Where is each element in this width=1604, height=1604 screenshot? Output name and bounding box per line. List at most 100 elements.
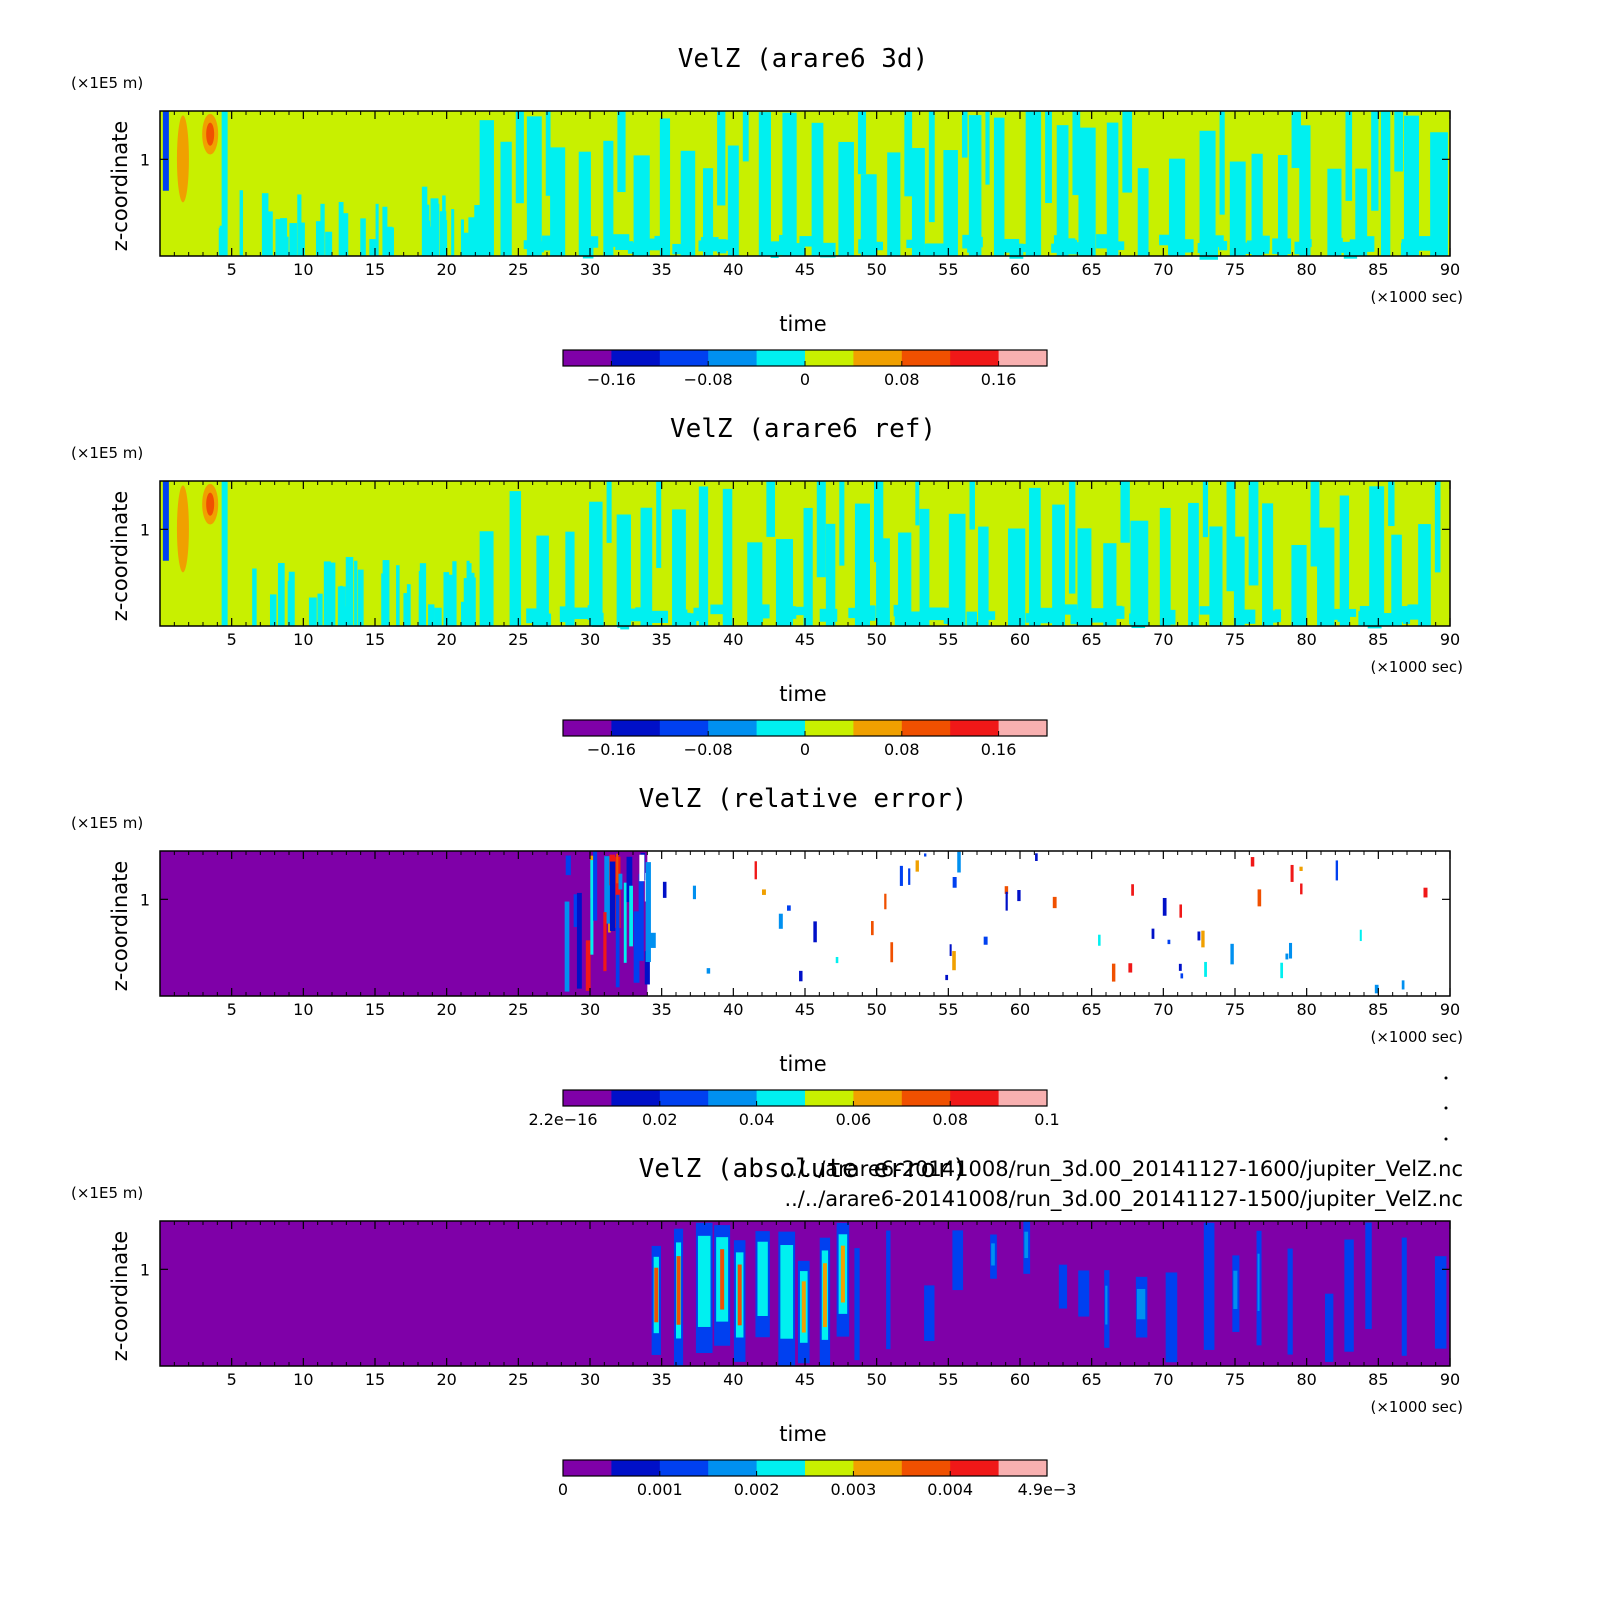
y-unit-label: (×1E5 m) bbox=[71, 1184, 143, 1202]
heatmap-cell bbox=[627, 242, 648, 254]
heatmap-cell bbox=[278, 609, 283, 626]
colorbar-tick-label: 0.08 bbox=[884, 370, 920, 389]
colorbar-tick-label: 0.16 bbox=[981, 740, 1017, 759]
heatmap-cell bbox=[176, 115, 189, 203]
heatmap-cell bbox=[617, 111, 626, 193]
heatmap-cell bbox=[1072, 111, 1081, 196]
heatmap-cell bbox=[839, 481, 845, 566]
heatmap-cell bbox=[1345, 111, 1353, 201]
heatmap-cell bbox=[1371, 111, 1379, 211]
heatmap-cell bbox=[591, 612, 604, 627]
x-tick-label: 65 bbox=[1081, 1000, 1101, 1019]
heatmap-cell bbox=[1111, 963, 1116, 982]
x-tick-label: 50 bbox=[866, 1000, 886, 1019]
y-tick-label: 1 bbox=[140, 1260, 150, 1279]
colorbar-swatch bbox=[659, 1090, 709, 1106]
x-tick-label: 90 bbox=[1440, 630, 1460, 649]
heatmap-cell bbox=[616, 853, 619, 884]
heatmap-cell bbox=[633, 155, 650, 256]
heatmap-cell bbox=[617, 613, 627, 628]
heatmap-cell bbox=[434, 607, 442, 626]
heatmap-cell bbox=[1017, 890, 1021, 902]
x-tick-label: 75 bbox=[1225, 1370, 1245, 1389]
heatmap-cell bbox=[991, 1243, 995, 1266]
heatmap-cell bbox=[523, 240, 536, 250]
y-tick-label: 1 bbox=[140, 890, 150, 909]
colorbar-swatch bbox=[611, 1460, 661, 1476]
heatmap-cell bbox=[993, 117, 1005, 256]
x-tick-label: 70 bbox=[1153, 260, 1173, 279]
heatmap-cell bbox=[1418, 524, 1431, 626]
x-tick-label: 40 bbox=[723, 1000, 743, 1019]
heatmap-cell bbox=[341, 601, 345, 626]
colorbar-tick-label: −0.08 bbox=[684, 740, 733, 759]
y-axis-label: z-coordinate bbox=[108, 1231, 132, 1362]
heatmap-cell bbox=[1423, 887, 1428, 898]
heatmap-cell bbox=[1434, 1256, 1447, 1349]
heatmap-cell bbox=[323, 561, 332, 626]
x-tick-label: 45 bbox=[795, 260, 815, 279]
heatmap-cell bbox=[1025, 111, 1042, 256]
heatmap-cell bbox=[915, 860, 919, 872]
heatmap-cell bbox=[1403, 115, 1419, 257]
colorbar-swatch bbox=[853, 1460, 903, 1476]
heatmap-cell bbox=[1288, 942, 1293, 959]
heatmap-cell bbox=[782, 112, 797, 256]
heatmap-cell bbox=[698, 486, 709, 626]
x-tick-label: 65 bbox=[1081, 260, 1101, 279]
heatmap-cell bbox=[1270, 610, 1278, 623]
heatmap-cell bbox=[870, 921, 874, 936]
heatmap-cell bbox=[452, 561, 457, 626]
x-tick-label: 85 bbox=[1368, 260, 1388, 279]
heatmap-cell bbox=[1199, 130, 1216, 256]
x-unit-label: (×1000 sec) bbox=[1370, 1398, 1463, 1416]
heatmap-cell bbox=[1096, 234, 1114, 249]
heatmap-cell bbox=[447, 613, 451, 626]
panel-velz-ref: VelZ (arare6 ref)5 10 15 20 25 30 35 40 45 50 55 60… bbox=[71, 414, 1463, 759]
colorbar-swatch bbox=[805, 720, 854, 736]
heatmap-cell bbox=[369, 239, 376, 256]
heatmap-cell bbox=[1229, 161, 1246, 256]
heatmap-cell bbox=[289, 223, 297, 256]
colorbar-swatch bbox=[611, 1090, 661, 1106]
heatmap-cell bbox=[1045, 111, 1052, 204]
colorbar-swatch bbox=[805, 350, 854, 366]
colorbar-swatch bbox=[950, 1460, 1000, 1476]
heatmap-cell bbox=[1212, 235, 1224, 248]
heatmap-cell bbox=[692, 885, 696, 900]
heatmap-cell bbox=[928, 111, 935, 223]
colorbar: 2.2e−16 0.02 0.04 0.06 0.08 0.1 bbox=[528, 1089, 1060, 1129]
panel-velz-relative-error: VelZ (relative error) 5 10 15 20 25 30 35 40 45 50… bbox=[71, 784, 1463, 1129]
heatmap-cell bbox=[1333, 237, 1343, 253]
x-tick-label: 25 bbox=[508, 1370, 528, 1389]
heatmap-cell bbox=[693, 607, 707, 622]
heatmap-cell bbox=[1291, 111, 1301, 169]
heatmap-cell bbox=[428, 604, 435, 626]
heatmap-cell bbox=[787, 905, 791, 911]
x-tick-label: 55 bbox=[938, 1000, 958, 1019]
y-axis-label: z-coordinate bbox=[108, 121, 132, 252]
heatmap-cell bbox=[915, 481, 920, 526]
marker-dot bbox=[1444, 1076, 1448, 1080]
x-tick-label: 80 bbox=[1296, 1370, 1316, 1389]
x-tick-label: 35 bbox=[651, 630, 671, 649]
marker-dot bbox=[1444, 1106, 1448, 1110]
heatmap-cell bbox=[219, 225, 227, 256]
heatmap-cell bbox=[635, 607, 642, 621]
x-tick-label: 60 bbox=[1010, 1370, 1030, 1389]
heatmap-field bbox=[160, 481, 1450, 630]
heatmap-cell bbox=[603, 140, 614, 256]
colorbar-swatch bbox=[853, 720, 903, 736]
heatmap-cell bbox=[1359, 605, 1375, 615]
heatmap-cell bbox=[1209, 526, 1223, 626]
heatmap-cell bbox=[1168, 241, 1178, 255]
heatmap-cell bbox=[357, 569, 364, 626]
heatmap-cell bbox=[854, 1248, 860, 1361]
heatmap-cell bbox=[1026, 243, 1037, 255]
heatmap-cell bbox=[840, 1245, 845, 1303]
heatmap-cell bbox=[1363, 236, 1375, 252]
heatmap-cell bbox=[1407, 604, 1426, 617]
x-tick-label: 60 bbox=[1010, 630, 1030, 649]
heatmap-cell bbox=[206, 122, 215, 146]
heatmap-cell bbox=[1058, 1264, 1068, 1309]
